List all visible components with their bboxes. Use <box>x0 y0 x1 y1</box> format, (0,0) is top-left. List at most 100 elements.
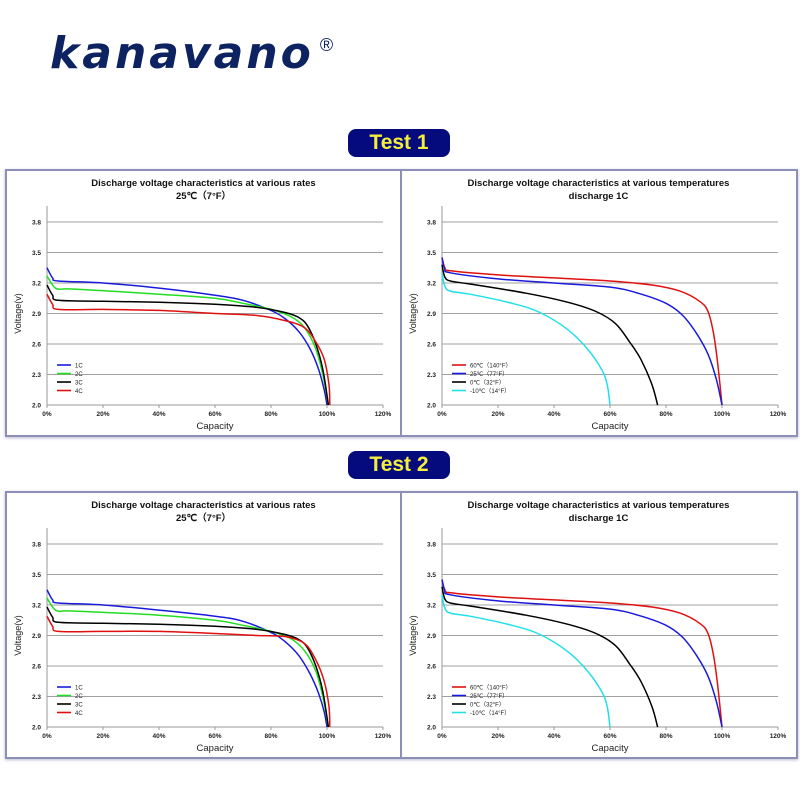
legend-label: 25℃（77°F） <box>470 371 508 378</box>
x-tick-label: 80% <box>659 411 672 418</box>
x-tick-label: 80% <box>264 733 277 740</box>
x-tick-label: 120% <box>375 411 392 418</box>
legend-label: 4C <box>75 389 83 395</box>
y-tick-label: 2.6 <box>427 664 436 671</box>
x-tick-label: 100% <box>714 733 731 740</box>
legend-label: 3C <box>75 380 83 386</box>
chart-svg: Discharge voltage characteristics at var… <box>13 178 392 432</box>
legend-label: 0℃（32°F） <box>470 379 505 386</box>
legend-label: -10℃（14°F） <box>470 710 510 717</box>
x-tick-label: 0% <box>42 733 52 740</box>
test-1-panel: Discharge voltage characteristics at var… <box>5 169 798 437</box>
legend-label: 25℃（77°F） <box>470 693 508 700</box>
series-line-4C <box>46 615 331 728</box>
legend-label: 1C <box>75 685 83 691</box>
y-tick-label: 2.0 <box>32 403 41 410</box>
chart-svg: Discharge voltage characteristics at var… <box>408 178 787 432</box>
x-axis-label: Capacity <box>197 743 234 754</box>
x-tick-label: 0% <box>42 411 52 418</box>
y-tick-label: 3.8 <box>32 220 41 227</box>
x-axis-label: Capacity <box>592 743 629 754</box>
rates-chart-test-1: Discharge voltage characteristics at var… <box>7 171 400 435</box>
y-axis-label: Voltage(v) <box>408 615 418 656</box>
y-tick-label: 3.8 <box>427 220 436 227</box>
y-tick-label: 2.6 <box>32 664 41 671</box>
chart-subtitle: discharge 1C <box>569 513 629 524</box>
legend-label: 0℃（32°F） <box>470 701 505 708</box>
y-tick-label: 3.5 <box>427 572 436 579</box>
y-tick-label: 2.0 <box>427 725 436 732</box>
y-tick-label: 2.9 <box>427 633 436 640</box>
x-tick-label: 20% <box>491 733 504 740</box>
temperatures-chart-test-2: Discharge voltage characteristics at var… <box>402 493 795 757</box>
chart-subtitle: 25℃（7°F） <box>176 190 231 202</box>
x-tick-label: 120% <box>770 411 787 418</box>
brand-logo: kanavano <box>50 28 314 79</box>
y-tick-label: 2.6 <box>427 342 436 349</box>
x-tick-label: 40% <box>547 411 560 418</box>
legend-label: 60℃（140°F） <box>470 684 512 691</box>
chart-title: Discharge voltage characteristics at var… <box>468 500 730 511</box>
x-tick-label: 100% <box>319 733 336 740</box>
x-tick-label: 100% <box>714 411 731 418</box>
x-tick-label: 60% <box>603 733 616 740</box>
y-tick-label: 2.0 <box>427 403 436 410</box>
chart-svg: Discharge voltage characteristics at var… <box>408 500 787 754</box>
test-2-badge: Test 2 <box>348 451 450 479</box>
series-line-2C <box>46 597 330 728</box>
y-tick-label: 3.8 <box>427 542 436 549</box>
x-tick-label: 20% <box>96 733 109 740</box>
series-line-1C <box>46 267 328 406</box>
legend-label: 2C <box>75 694 83 700</box>
registered-mark: ® <box>319 35 334 55</box>
y-tick-label: 2.6 <box>32 342 41 349</box>
legend-label: 1C <box>75 363 83 369</box>
chart-subtitle: discharge 1C <box>569 191 629 202</box>
series-line-2577F <box>441 579 723 728</box>
y-tick-label: 2.3 <box>427 694 436 701</box>
x-tick-label: 0% <box>437 411 447 418</box>
panel-divider <box>400 493 402 757</box>
y-tick-label: 3.2 <box>32 281 41 288</box>
y-tick-label: 2.9 <box>427 311 436 318</box>
x-tick-label: 80% <box>264 411 277 418</box>
chart-title: Discharge voltage characteristics at var… <box>468 178 730 189</box>
legend-label: 4C <box>75 711 83 717</box>
legend-label: 3C <box>75 702 83 708</box>
x-tick-label: 120% <box>375 733 392 740</box>
y-tick-label: 2.3 <box>427 372 436 379</box>
brand: kanavano ® <box>50 28 333 80</box>
series-line-4C <box>46 293 331 406</box>
series-line-2C <box>46 275 330 406</box>
x-tick-label: 40% <box>152 733 165 740</box>
y-tick-label: 3.8 <box>32 542 41 549</box>
temperatures-chart-test-1: Discharge voltage characteristics at var… <box>402 171 795 435</box>
test-1-badge: Test 1 <box>348 129 450 157</box>
series-line-3C <box>46 284 330 406</box>
y-axis-label: Voltage(v) <box>13 615 23 656</box>
x-tick-label: 100% <box>319 411 336 418</box>
legend-label: 2C <box>75 372 83 378</box>
y-tick-label: 2.0 <box>32 725 41 732</box>
x-tick-label: 120% <box>770 733 787 740</box>
chart-svg: Discharge voltage characteristics at var… <box>13 500 392 754</box>
series-line--1014F <box>441 272 611 406</box>
x-tick-label: 60% <box>208 733 221 740</box>
series-line-60140F <box>441 579 723 728</box>
chart-title: Discharge voltage characteristics at var… <box>91 500 315 511</box>
test-2-panel: Discharge voltage characteristics at var… <box>5 491 798 759</box>
y-tick-label: 3.2 <box>427 603 436 610</box>
rates-chart-test-2: Discharge voltage characteristics at var… <box>7 493 400 757</box>
y-tick-label: 3.5 <box>32 250 41 257</box>
y-axis-label: Voltage(v) <box>408 293 418 334</box>
series-line-1C <box>46 589 328 728</box>
y-tick-label: 3.5 <box>427 250 436 257</box>
chart-title: Discharge voltage characteristics at var… <box>91 178 315 189</box>
y-axis-label: Voltage(v) <box>13 293 23 334</box>
x-axis-label: Capacity <box>592 421 629 432</box>
panel-divider <box>400 171 402 435</box>
x-axis-label: Capacity <box>197 421 234 432</box>
x-tick-label: 80% <box>659 733 672 740</box>
y-tick-label: 3.2 <box>32 603 41 610</box>
series-line--1014F <box>441 594 611 728</box>
